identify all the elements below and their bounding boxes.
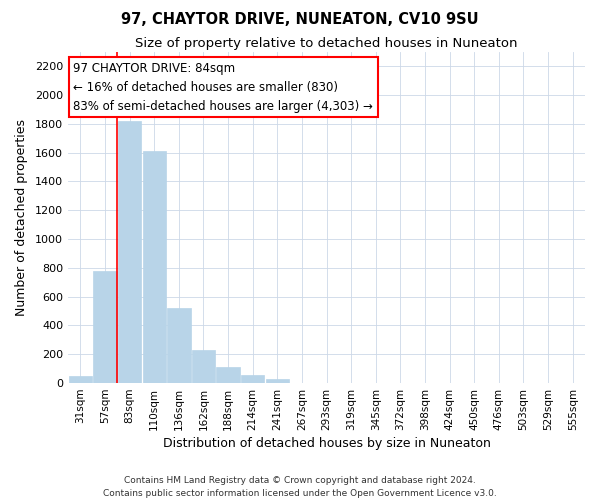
- Y-axis label: Number of detached properties: Number of detached properties: [15, 119, 28, 316]
- Bar: [118, 121, 141, 383]
- Bar: [266, 380, 289, 383]
- Bar: [217, 367, 240, 383]
- Bar: [167, 308, 191, 383]
- Bar: [143, 151, 166, 383]
- Text: 97 CHAYTOR DRIVE: 84sqm
← 16% of detached houses are smaller (830)
83% of semi-d: 97 CHAYTOR DRIVE: 84sqm ← 16% of detache…: [73, 62, 373, 112]
- Title: Size of property relative to detached houses in Nuneaton: Size of property relative to detached ho…: [135, 38, 518, 51]
- X-axis label: Distribution of detached houses by size in Nuneaton: Distribution of detached houses by size …: [163, 437, 490, 450]
- Bar: [241, 375, 265, 383]
- Bar: [68, 376, 92, 383]
- Text: 97, CHAYTOR DRIVE, NUNEATON, CV10 9SU: 97, CHAYTOR DRIVE, NUNEATON, CV10 9SU: [121, 12, 479, 28]
- Bar: [93, 270, 116, 383]
- Bar: [192, 350, 215, 383]
- Text: Contains HM Land Registry data © Crown copyright and database right 2024.
Contai: Contains HM Land Registry data © Crown c…: [103, 476, 497, 498]
